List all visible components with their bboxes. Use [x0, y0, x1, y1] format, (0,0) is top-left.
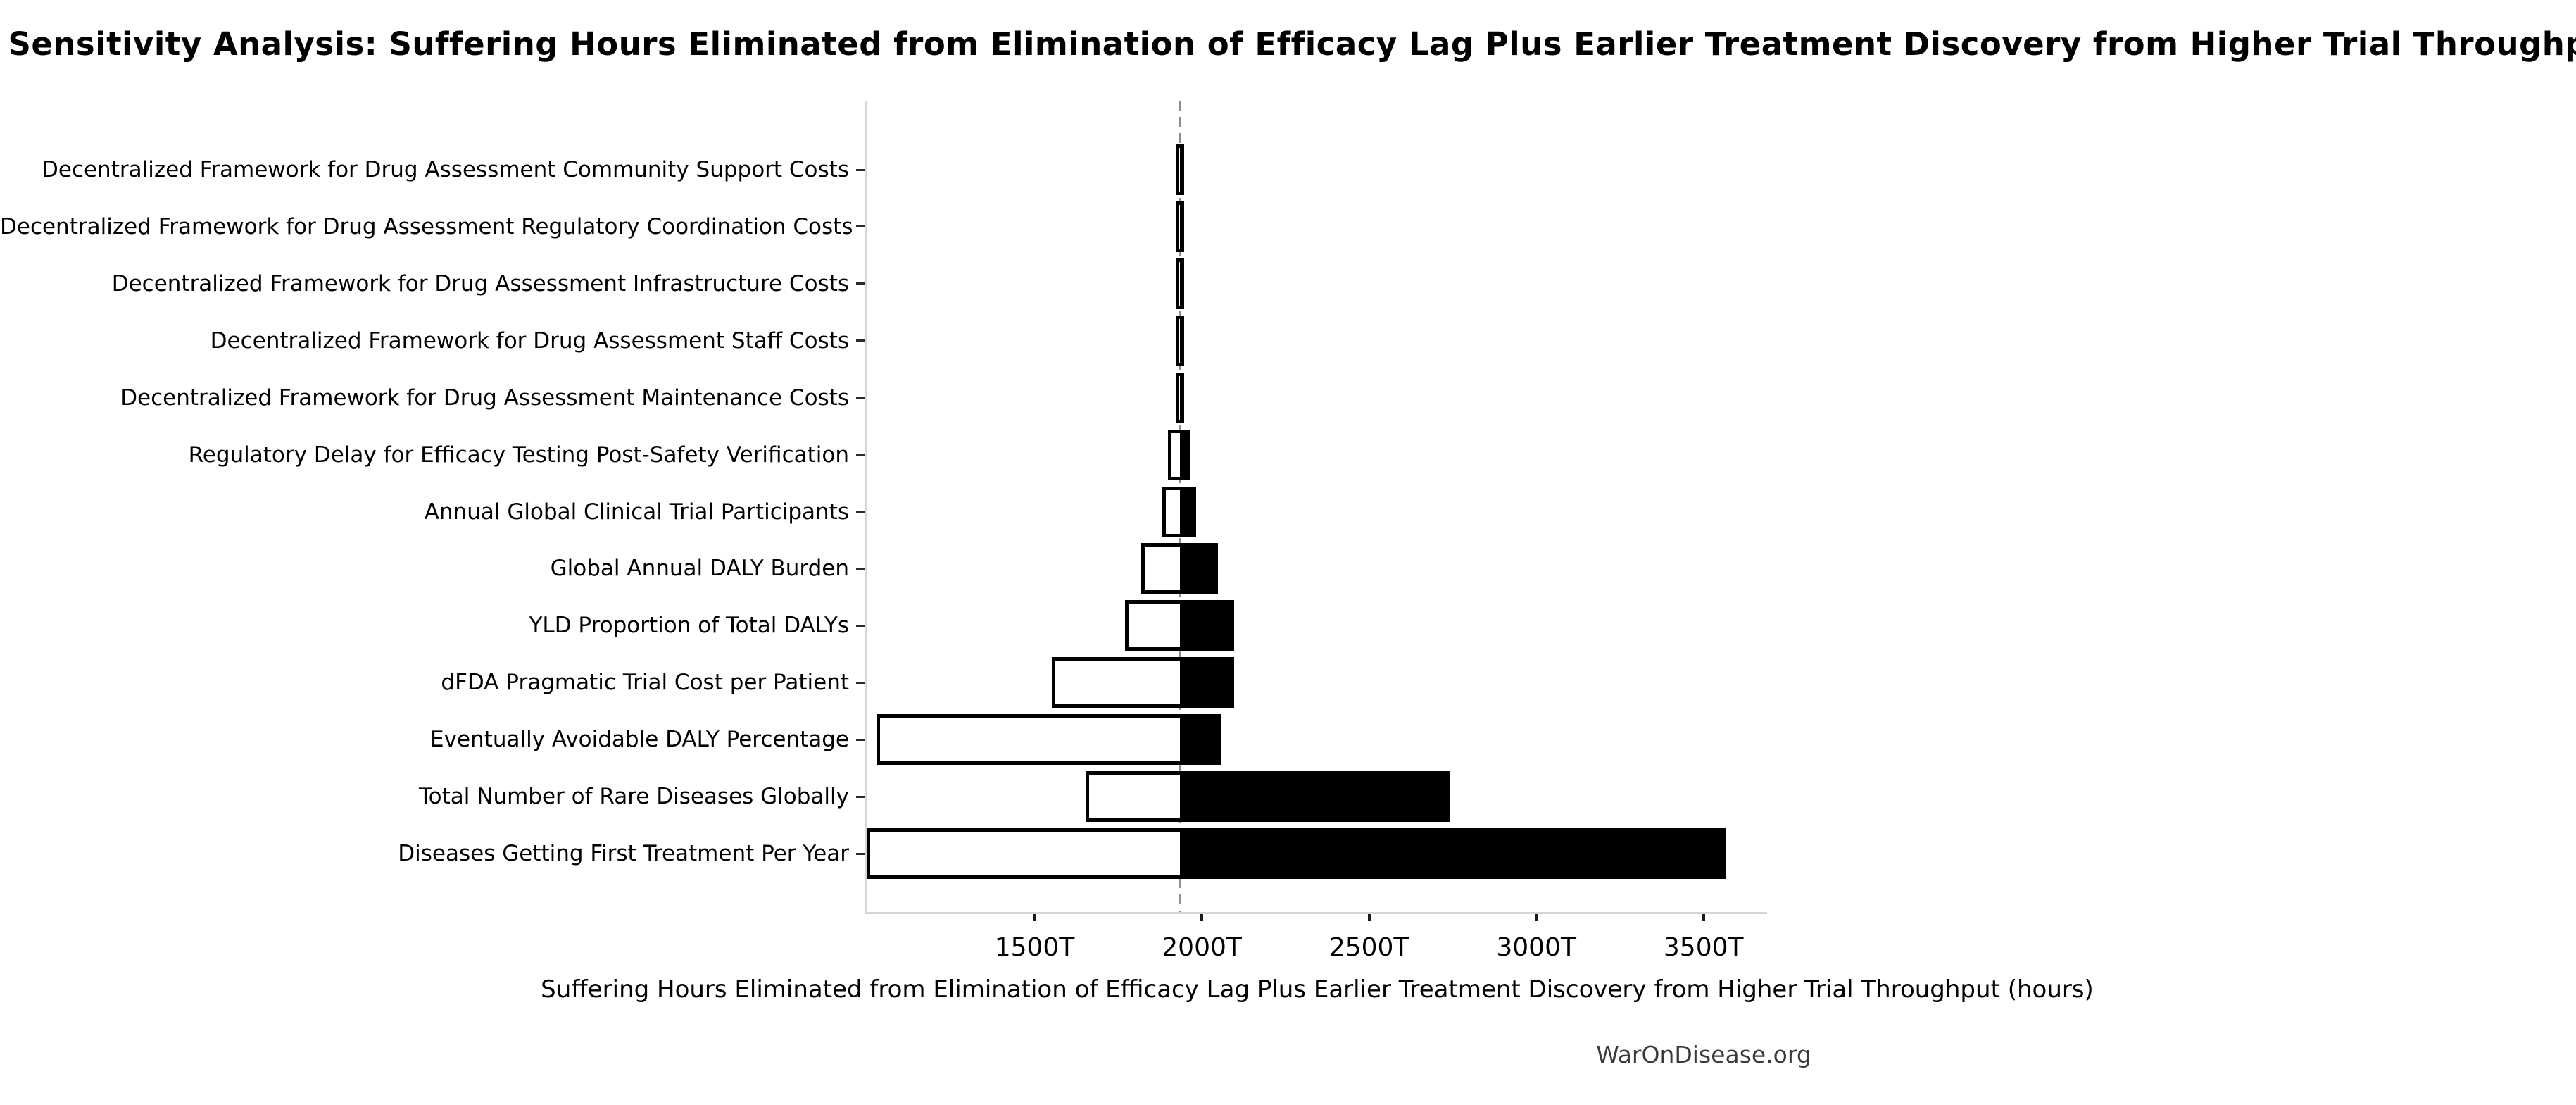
tornado-bar-high-fill — [1180, 600, 1231, 651]
x-tick-label: 2000T — [1162, 933, 1242, 962]
tornado-bar-high-fill — [1180, 315, 1181, 366]
tornado-bar — [1125, 600, 1234, 651]
y-tick-mark — [856, 681, 865, 684]
y-axis-label: Decentralized Framework for Drug Assessm… — [111, 270, 849, 296]
y-axis-label: Decentralized Framework for Drug Assessm… — [0, 213, 853, 239]
tornado-bar — [1086, 771, 1450, 823]
tornado-bar — [1162, 486, 1196, 537]
x-tick-label: 3000T — [1496, 933, 1576, 962]
tornado-bar — [1141, 543, 1219, 594]
tornado-bar-high-fill — [1180, 258, 1181, 309]
y-axis-label: Diseases Getting First Treatment Per Yea… — [398, 841, 849, 867]
watermark-text: WarOnDisease.org — [1596, 1041, 1811, 1068]
tornado-bar-high-fill — [1180, 714, 1217, 766]
tornado-bar — [1168, 429, 1190, 480]
y-tick-mark — [856, 339, 865, 342]
y-axis-label: dFDA Pragmatic Trial Cost per Patient — [441, 670, 849, 696]
y-axis-label: Eventually Avoidable DALY Percentage — [430, 727, 849, 753]
x-tick-mark — [1367, 914, 1371, 921]
tornado-bar-high-fill — [1180, 144, 1181, 195]
y-tick-mark — [856, 567, 865, 570]
y-axis-label: Decentralized Framework for Drug Assessm… — [120, 385, 849, 411]
y-axis-label: Decentralized Framework for Drug Assessm… — [210, 327, 849, 354]
tornado-bar — [877, 714, 1221, 766]
plot-area — [866, 101, 1767, 912]
y-tick-mark — [856, 397, 865, 399]
x-tick-label: 1500T — [994, 933, 1075, 962]
y-axis-spine — [865, 101, 867, 914]
tornado-bar — [1176, 144, 1185, 195]
x-axis-spine — [865, 912, 1767, 914]
y-tick-mark — [856, 795, 865, 798]
tornado-bar — [1176, 258, 1185, 309]
x-tick-mark — [1200, 914, 1204, 921]
x-tick-label: 2500T — [1328, 933, 1409, 962]
tornado-bar — [1176, 201, 1185, 252]
tornado-bar — [866, 828, 1727, 880]
y-axis-label: YLD Proportion of Total DALYs — [529, 613, 850, 639]
tornado-bar — [1176, 372, 1185, 423]
y-tick-mark — [856, 225, 865, 228]
y-tick-mark — [856, 624, 865, 627]
y-tick-mark — [856, 511, 865, 513]
x-axis-title: Suffering Hours Eliminated from Eliminat… — [541, 975, 2094, 1004]
tornado-bar — [1052, 657, 1234, 708]
tornado-bar-high-fill — [1180, 486, 1193, 537]
tornado-bar-high-fill — [1180, 543, 1215, 594]
y-axis-label: Regulatory Delay for Efficacy Testing Po… — [188, 442, 849, 468]
chart-title: Sensitivity Analysis: Suffering Hours El… — [8, 25, 2576, 63]
y-tick-mark — [856, 454, 865, 456]
y-axis-label: Total Number of Rare Diseases Globally — [419, 784, 849, 810]
tornado-bar-high-fill — [1180, 429, 1187, 480]
tornado-bar — [1176, 315, 1185, 366]
tornado-bar-high-fill — [1180, 372, 1181, 423]
tornado-bar-high-fill — [1180, 201, 1181, 252]
tornado-bar-high-fill — [1180, 657, 1231, 708]
y-tick-mark — [856, 282, 865, 285]
tornado-bar-high-fill — [1180, 828, 1723, 880]
tornado-bar-high-fill — [1180, 771, 1447, 823]
y-axis-label: Annual Global Clinical Trial Participant… — [424, 499, 849, 525]
x-tick-mark — [1702, 914, 1705, 921]
y-axis-label: Global Annual DALY Burden — [550, 556, 849, 582]
x-tick-mark — [1033, 914, 1036, 921]
x-tick-label: 3500T — [1663, 933, 1744, 962]
y-axis-label: Decentralized Framework for Drug Assessm… — [42, 157, 849, 182]
x-tick-mark — [1535, 914, 1538, 921]
y-tick-mark — [856, 852, 865, 855]
y-tick-mark — [856, 738, 865, 741]
y-tick-mark — [856, 168, 865, 171]
